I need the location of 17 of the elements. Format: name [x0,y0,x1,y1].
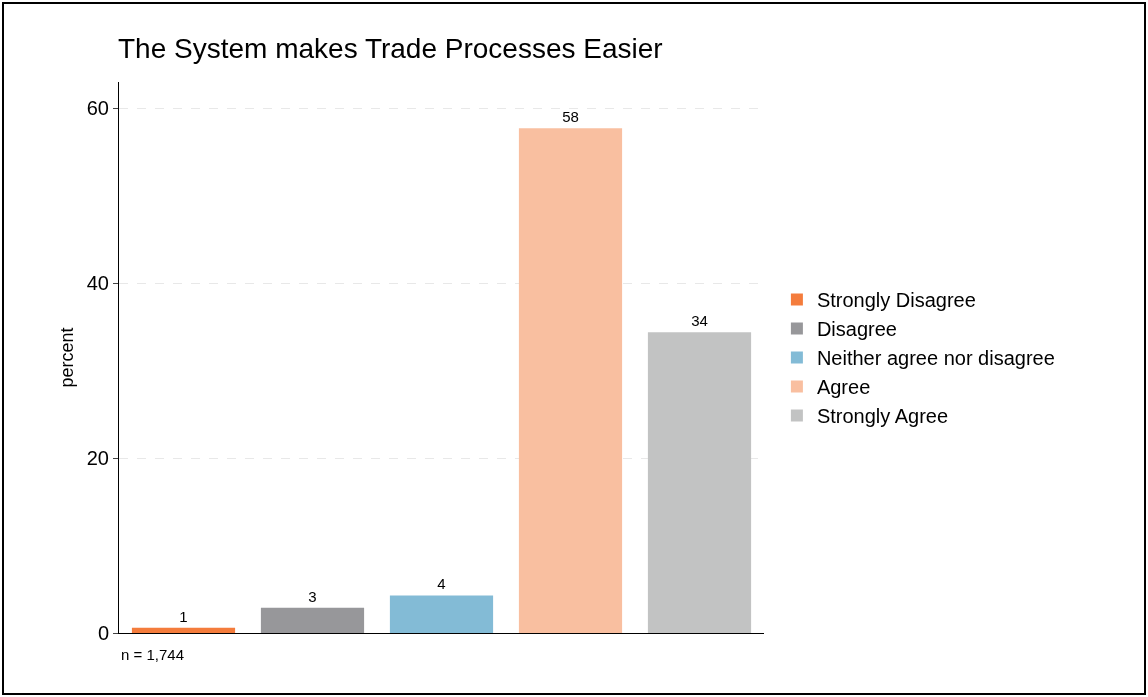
chart-title: The System makes Trade Processes Easier [118,33,663,65]
y-tick-label: 20 [86,447,109,470]
legend-label: Agree [816,376,871,399]
legend-label: Strongly Disagree [816,289,976,312]
legend-label: Disagree [816,318,897,341]
data-label: 34 [691,312,708,330]
data-label: 4 [437,575,446,593]
y-tick-label: 60 [86,97,109,120]
data-label: 3 [308,587,317,605]
text: n = 1,744 [121,646,184,663]
y-tick-label: 40 [86,272,109,295]
legend-label: Strongly Agree [816,405,949,428]
y-axis-title: percent [57,327,77,388]
data-label: 58 [562,108,579,126]
y-tick-label: 0 [97,622,109,644]
data-label: 1 [179,607,188,625]
legend-label: Neither agree nor disagree [816,347,1055,370]
